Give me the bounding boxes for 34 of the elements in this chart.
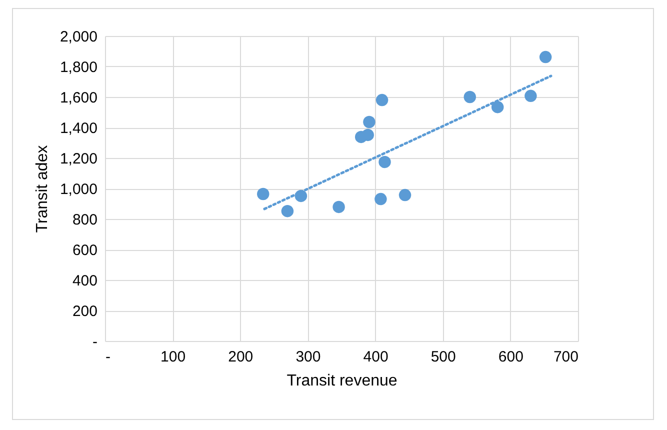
point	[464, 90, 476, 104]
y-tick-label: 1,800	[60, 59, 98, 76]
point	[491, 100, 504, 114]
x-tick-label: 400	[363, 348, 388, 366]
y-tick-label: 400	[72, 272, 98, 290]
point	[378, 156, 391, 168]
point	[281, 204, 294, 218]
y-tick-label: 1,200	[60, 150, 98, 168]
y-tick-label: 600	[72, 242, 98, 259]
x-tick-label: -	[106, 348, 110, 366]
point	[362, 128, 374, 142]
x-tick-label: 700	[553, 348, 578, 366]
y-tick-label: 1,000	[60, 181, 98, 198]
y-tick-label: 800	[72, 212, 98, 228]
y-tick-label: -	[92, 334, 98, 350]
x-axis-title: Transit revenue	[286, 372, 398, 390]
point	[332, 200, 345, 214]
x-tick-label: 100	[160, 348, 186, 366]
x-tick-label: 600	[498, 348, 524, 366]
point	[524, 90, 537, 102]
y-tick-label: 200	[72, 303, 98, 320]
y-tick-label: 2,000	[60, 28, 98, 46]
x-tick-label: 500	[430, 348, 456, 366]
point	[256, 188, 270, 200]
y-tick-label: 1,600	[60, 90, 98, 106]
y-tick-label: 1,400	[60, 120, 98, 137]
point	[376, 94, 388, 106]
point	[539, 50, 552, 64]
x-tick-label: 200	[228, 348, 254, 366]
point	[363, 116, 376, 128]
point	[398, 188, 412, 202]
y-axis-title: Transit adex	[34, 145, 51, 233]
x-tick-label: 300	[296, 348, 321, 366]
point	[374, 192, 387, 206]
